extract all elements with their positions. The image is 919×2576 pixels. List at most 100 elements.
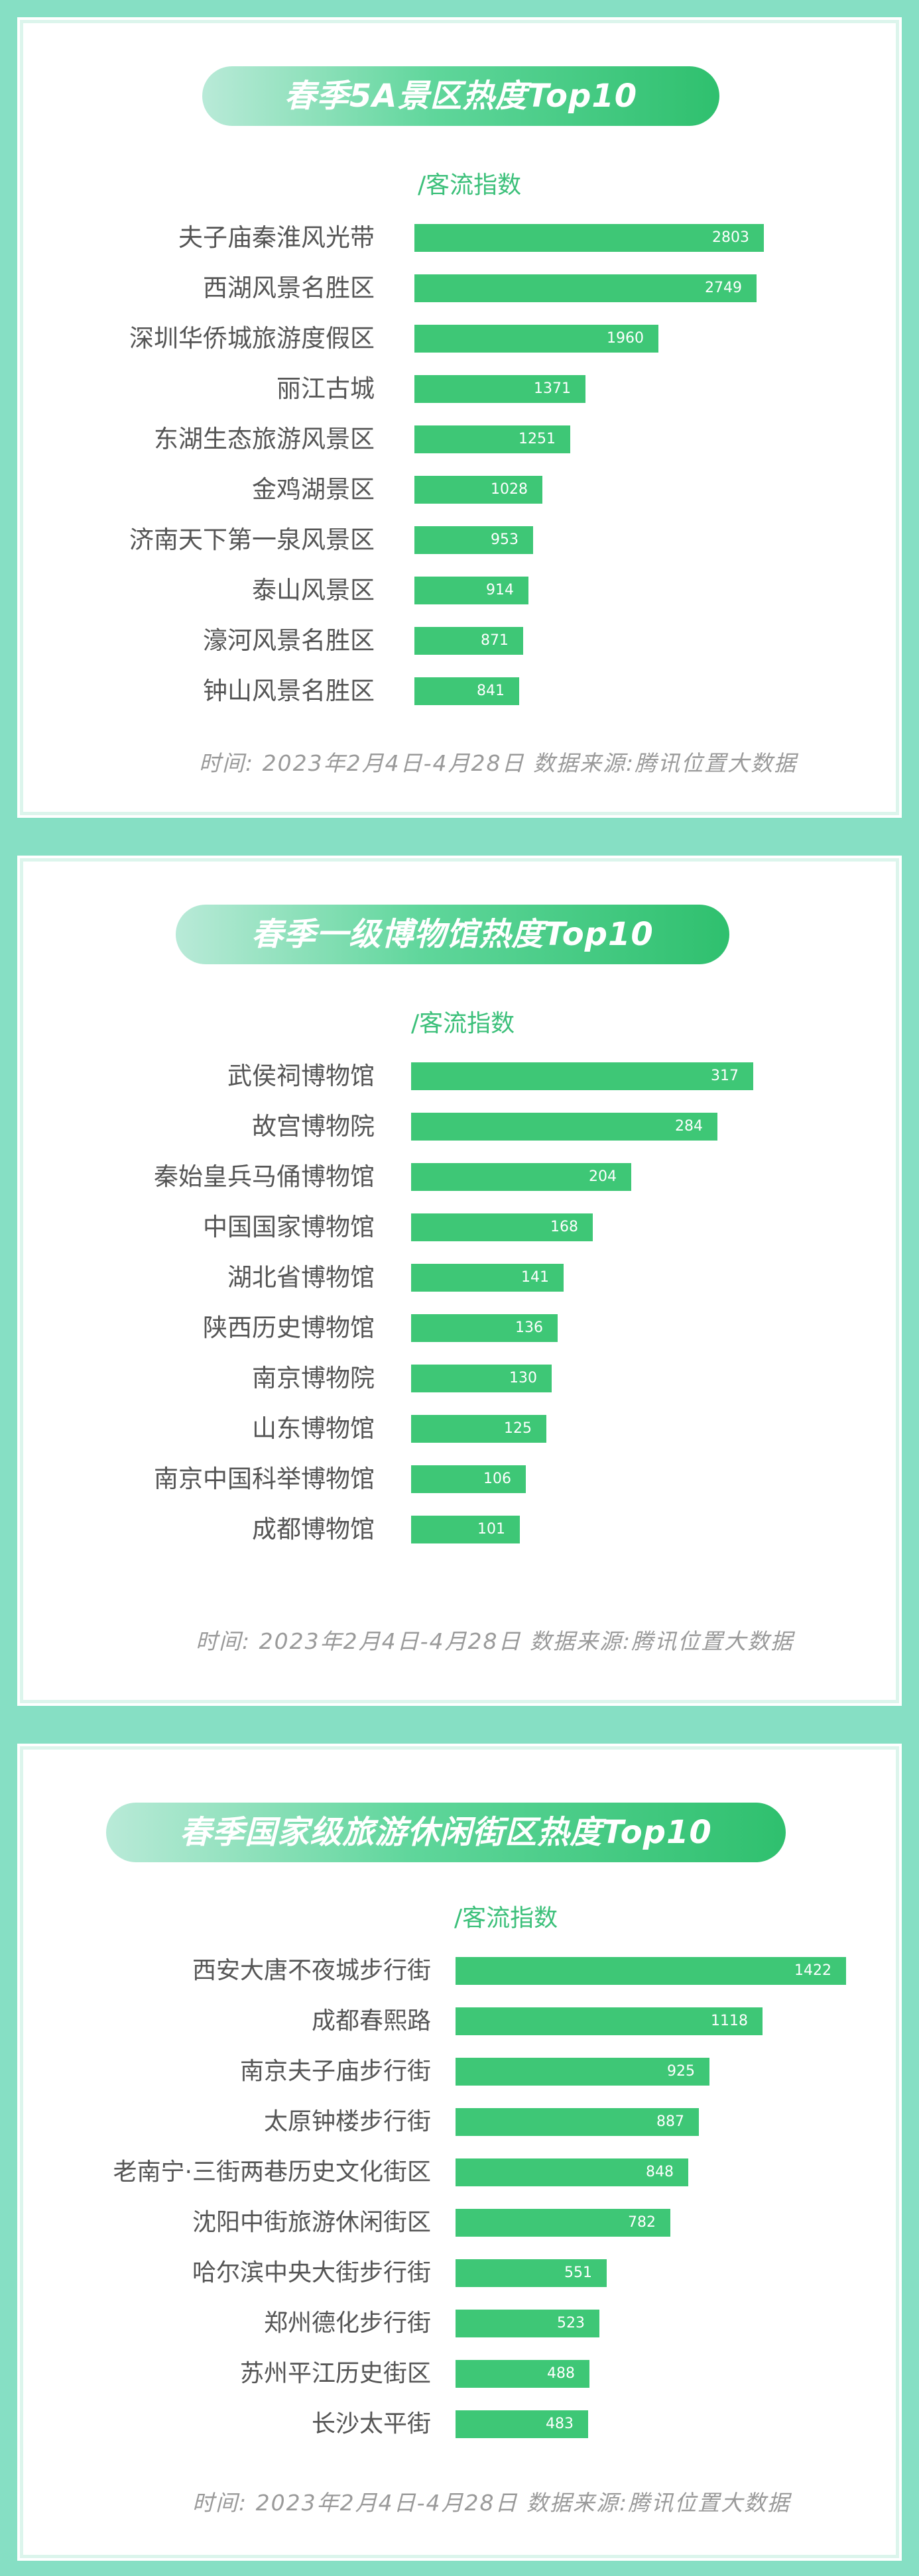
chart-title: 春季国家级旅游休闲街区热度Top10 [106, 1803, 786, 1862]
data-label: 887 [656, 2113, 684, 2130]
bar: 141 [411, 1264, 564, 1292]
bar-chart: 夫子庙秦淮风光带 2803 西湖风景名胜区 2749 深圳华侨城旅游度假区 1960 丽江古… [23, 23, 896, 812]
data-label: 914 [486, 582, 514, 598]
data-label: 483 [546, 2416, 574, 2432]
chart-panel-5a-scenic: 春季5A景区热度Top10 /客流指数 夫子庙秦淮风光带 2803 西湖风景名胜区 2… [20, 20, 899, 815]
bar: 523 [456, 2310, 599, 2337]
bar: 317 [411, 1062, 753, 1090]
bar-chart: 西安大唐不夜城步行街 1422 成都春熙路 1118 南京夫子庙步行街 925 太原钟楼步行… [23, 1750, 896, 2555]
bar: 914 [414, 577, 528, 604]
bar: 483 [456, 2410, 588, 2438]
bar: 1422 [456, 1957, 846, 1985]
category-label: 沈阳中街旅游休闲街区 [192, 2209, 431, 2236]
chart-panel-museums: 春季一级博物馆热度Top10 /客流指数 武侯祠博物馆 317 故宫博物院 284 秦始… [20, 858, 899, 1703]
data-label: 317 [711, 1068, 739, 1084]
bar: 925 [456, 2058, 709, 2086]
bar: 782 [456, 2209, 670, 2237]
data-label: 106 [483, 1471, 511, 1487]
data-label: 1251 [519, 431, 556, 447]
bar: 488 [456, 2360, 589, 2388]
data-label: 2803 [712, 229, 749, 246]
category-label: 夫子庙秦淮风光带 [178, 223, 375, 252]
data-label: 953 [491, 532, 519, 548]
category-label: 金鸡湖景区 [252, 475, 375, 504]
bar: 848 [456, 2158, 688, 2186]
bar-chart: 武侯祠博物馆 317 故宫博物院 284 秦始皇兵马俑博物馆 204 中国国家博物馆 168 湖… [23, 862, 896, 1700]
unit-label: /客流指数 [454, 1905, 558, 1932]
data-label: 101 [477, 1521, 505, 1538]
category-label: 成都春熙路 [311, 2007, 431, 2035]
bar: 130 [411, 1365, 552, 1392]
bar: 2749 [414, 274, 757, 302]
bar: 106 [411, 1465, 526, 1493]
data-label: 2749 [705, 280, 742, 296]
bar: 1251 [414, 425, 570, 453]
category-label: 西安大唐不夜城步行街 [192, 1957, 431, 1984]
category-label: 南京博物院 [252, 1364, 375, 1392]
data-label: 1028 [491, 481, 528, 498]
data-label: 841 [477, 683, 505, 699]
data-label: 523 [557, 2315, 585, 2331]
data-label: 1371 [534, 380, 571, 397]
data-label: 141 [521, 1269, 549, 1286]
category-label: 南京中国科举博物馆 [154, 1465, 375, 1493]
category-label: 湖北省博物馆 [227, 1263, 375, 1292]
bar: 1118 [456, 2007, 763, 2035]
bar: 551 [456, 2259, 607, 2287]
bar: 284 [411, 1113, 717, 1141]
category-label: 老南宁·三街两巷历史文化街区 [113, 2158, 431, 2186]
category-label: 钟山风景名胜区 [203, 677, 375, 705]
unit-label: /客流指数 [418, 172, 522, 199]
data-label: 204 [589, 1168, 617, 1185]
bar: 136 [411, 1314, 558, 1342]
data-label: 871 [481, 632, 509, 649]
data-label: 168 [550, 1219, 578, 1235]
chart-title: 春季5A景区热度Top10 [202, 66, 719, 126]
footnote: 时间: 2023年2月4日-4月28日 数据来源:腾讯位置大数据 [199, 750, 798, 776]
category-label: 武侯祠博物馆 [227, 1062, 375, 1090]
category-label: 济南天下第一泉风景区 [129, 526, 375, 554]
category-label: 太原钟楼步行街 [263, 2108, 431, 2135]
footnote: 时间: 2023年2月4日-4月28日 数据来源:腾讯位置大数据 [192, 2490, 791, 2516]
bar: 204 [411, 1163, 631, 1191]
bar: 125 [411, 1415, 546, 1443]
data-label: 488 [547, 2365, 575, 2382]
data-label: 551 [564, 2265, 592, 2281]
data-label: 136 [515, 1319, 543, 1336]
data-label: 130 [509, 1370, 537, 1386]
category-label: 南京夫子庙步行街 [239, 2058, 431, 2085]
bar: 1371 [414, 375, 585, 403]
chart-panel-leisure-streets: 春季国家级旅游休闲街区热度Top10 /客流指数 西安大唐不夜城步行街 1422 成… [20, 1746, 899, 2558]
category-label: 长沙太平街 [311, 2410, 431, 2437]
bar: 887 [456, 2108, 699, 2136]
data-label: 1960 [607, 330, 644, 347]
category-label: 东湖生态旅游风景区 [154, 425, 375, 453]
category-label: 陕西历史博物馆 [203, 1314, 375, 1342]
category-label: 西湖风景名胜区 [203, 274, 375, 302]
category-label: 濠河风景名胜区 [203, 626, 375, 655]
category-label: 苏州平江历史街区 [239, 2360, 431, 2387]
category-label: 丽江古城 [276, 374, 375, 403]
bar: 953 [414, 526, 533, 554]
footnote: 时间: 2023年2月4日-4月28日 数据来源:腾讯位置大数据 [196, 1628, 794, 1654]
data-label: 1118 [711, 2013, 748, 2029]
bar: 1960 [414, 325, 658, 353]
data-label: 925 [667, 2063, 695, 2080]
bar: 1028 [414, 476, 542, 504]
bar: 841 [414, 677, 519, 705]
bar: 2803 [414, 224, 764, 252]
category-label: 秦始皇兵马俑博物馆 [154, 1162, 375, 1191]
category-label: 成都博物馆 [252, 1515, 375, 1543]
category-label: 深圳华侨城旅游度假区 [129, 324, 375, 353]
category-label: 郑州德化步行街 [263, 2310, 431, 2337]
data-label: 284 [675, 1118, 703, 1135]
bar: 871 [414, 627, 523, 655]
category-label: 故宫博物院 [252, 1112, 375, 1141]
data-label: 782 [628, 2214, 656, 2231]
category-label: 哈尔滨中央大街步行街 [192, 2259, 431, 2286]
chart-title: 春季一级博物馆热度Top10 [176, 905, 729, 964]
data-label: 848 [646, 2164, 674, 2180]
data-label: 1422 [794, 1962, 831, 1979]
data-label: 125 [504, 1420, 532, 1437]
bar: 101 [411, 1516, 520, 1543]
